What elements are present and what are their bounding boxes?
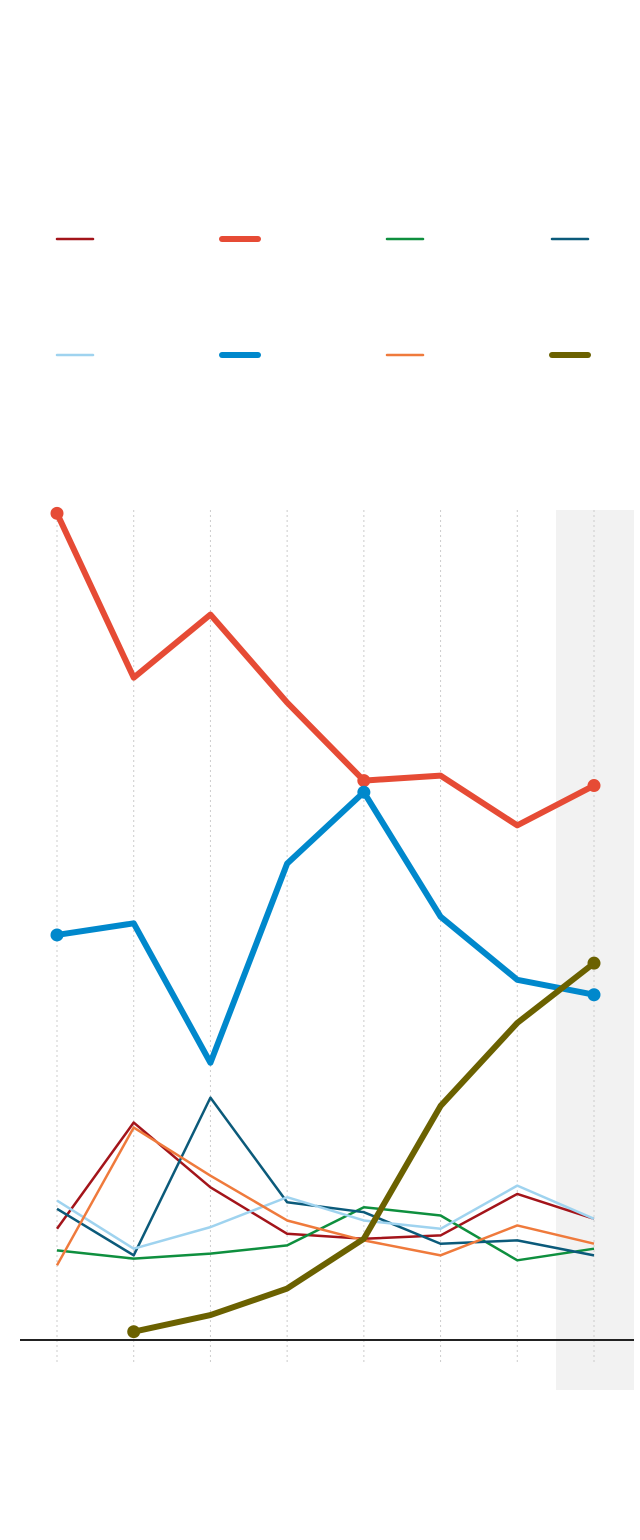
series-line [56,1096,595,1257]
highlight-band [556,510,634,1390]
point-marker [127,1325,141,1339]
point-marker [587,988,601,1002]
point-marker [587,779,601,793]
legend [55,236,591,358]
point-marker [587,956,601,970]
point-marker [50,928,64,942]
series-line [56,1205,595,1262]
plot [50,506,601,1339]
point-marker [357,785,371,799]
series-line [55,1121,595,1240]
series-line [55,1126,595,1266]
series-line [54,512,596,829]
point-marker [357,774,371,788]
point-marker [50,506,64,520]
series-line [133,960,596,1335]
series-line [56,789,595,1066]
series-line [56,1184,595,1250]
